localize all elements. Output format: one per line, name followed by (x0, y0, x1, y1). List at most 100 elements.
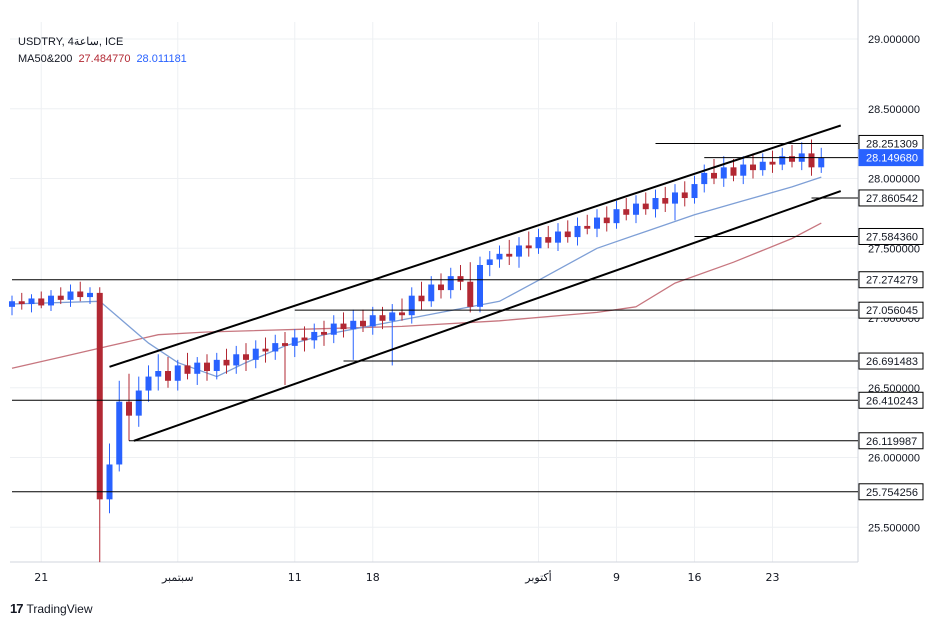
ma-200-line (11, 222, 822, 369)
candle-body (769, 161, 776, 165)
candle-body (477, 264, 483, 307)
level-price-label: 26.410243 (866, 395, 918, 407)
candle-body (535, 237, 542, 249)
candle-body (262, 348, 269, 352)
time-tick-label: أكتوبر (524, 570, 551, 584)
candle-body (282, 343, 288, 346)
candle-body (38, 298, 45, 306)
level-price-tag (858, 227, 924, 245)
candle-body (711, 172, 717, 179)
candle-body (96, 292, 103, 500)
candle-body (87, 292, 93, 298)
time-tick-label: 18 (366, 571, 380, 584)
level-price-label: 27.056045 (866, 305, 918, 317)
tradingview-brand-text: TradingView (26, 601, 93, 616)
candle-body (243, 354, 249, 360)
candle-body (252, 348, 259, 360)
channel-lower-line (133, 190, 842, 442)
candle-body (681, 192, 688, 199)
tradingview-logo[interactable]: 17 TradingView (10, 601, 93, 616)
time-tick-label: 21 (34, 571, 48, 584)
candle-body (330, 323, 337, 335)
candle-body (740, 164, 747, 176)
candle-body (574, 225, 581, 238)
level-price-label: 28.251309 (866, 138, 918, 150)
candle-body (506, 253, 513, 257)
candle-body (340, 323, 347, 330)
candle-body (516, 245, 522, 257)
level-price-label: 26.691483 (866, 356, 918, 368)
candle-body (67, 291, 74, 300)
candle-body (652, 198, 659, 210)
candle-body (48, 295, 54, 306)
level-price-tag (858, 391, 924, 409)
candle-body (213, 359, 220, 372)
candles (9, 139, 825, 563)
candle-body (428, 284, 435, 302)
ma-legend-label: MA50&200 (18, 53, 73, 65)
level-price-tag (858, 271, 924, 289)
tradingview-mark-icon: 17 (10, 601, 24, 616)
candle-body (642, 203, 649, 210)
candle-body (350, 320, 357, 330)
ma-legend: MA50&200 27.484770 28.011181 (18, 53, 187, 65)
level-price-tag (858, 352, 924, 370)
candle-body (467, 281, 474, 307)
candle-body (135, 390, 142, 416)
candle-body (389, 312, 396, 321)
candle-body (438, 284, 444, 291)
candle-body (18, 301, 25, 305)
candle-body (408, 295, 415, 316)
candle-body (447, 276, 454, 291)
channel-upper-line (109, 124, 842, 368)
candle-body (603, 217, 610, 224)
level-price-label: 25.754256 (866, 487, 918, 499)
candle-body (369, 315, 376, 327)
candle-body (701, 172, 708, 185)
price-tick-label: 27.500000 (868, 243, 920, 255)
price-tick-label: 28.500000 (868, 104, 920, 116)
candle-body (126, 401, 132, 416)
level-price-tag (858, 301, 924, 319)
candle-body (301, 337, 308, 341)
price-tick-label: 26.500000 (868, 383, 920, 395)
ma-legend-value-fast: 28.011181 (136, 53, 187, 65)
candle-body (457, 276, 464, 282)
candle-body (594, 217, 600, 229)
time-tick-label: 9 (613, 571, 620, 584)
candle-body (808, 153, 815, 168)
candle-body (789, 156, 795, 162)
candle-body (145, 376, 152, 391)
price-tick-label: 28.000000 (868, 174, 920, 186)
ma-legend-value-slow: 27.484770 (78, 53, 131, 65)
candle-body (77, 291, 84, 298)
candle-body (555, 231, 561, 243)
candle-body (184, 365, 191, 374)
candle-body (584, 225, 591, 229)
candle-body (720, 167, 727, 179)
candle-body (730, 167, 737, 176)
time-tick-label: سبتمبر (161, 571, 194, 584)
time-tick-label: 11 (288, 571, 302, 584)
candle-body (418, 295, 425, 302)
candle-body (57, 295, 64, 300)
candle-body (750, 164, 756, 171)
candle-body (672, 192, 678, 204)
level-price-label: 27.274279 (866, 275, 918, 287)
candle-body (174, 365, 181, 381)
candle-body (779, 156, 786, 165)
candle-body (525, 245, 532, 249)
candle-body (360, 320, 366, 327)
candle-body (321, 331, 327, 335)
candle-body (564, 231, 571, 238)
candle-body (496, 253, 503, 260)
level-price-tag (858, 189, 924, 207)
candle-body (613, 209, 620, 224)
candle-body (272, 343, 279, 352)
candle-body (106, 464, 113, 500)
time-tick-label: 16 (688, 571, 702, 584)
price-tick-label: 26.000000 (868, 453, 920, 465)
level-price-label: 27.860542 (866, 193, 918, 205)
candle-body (204, 362, 210, 372)
